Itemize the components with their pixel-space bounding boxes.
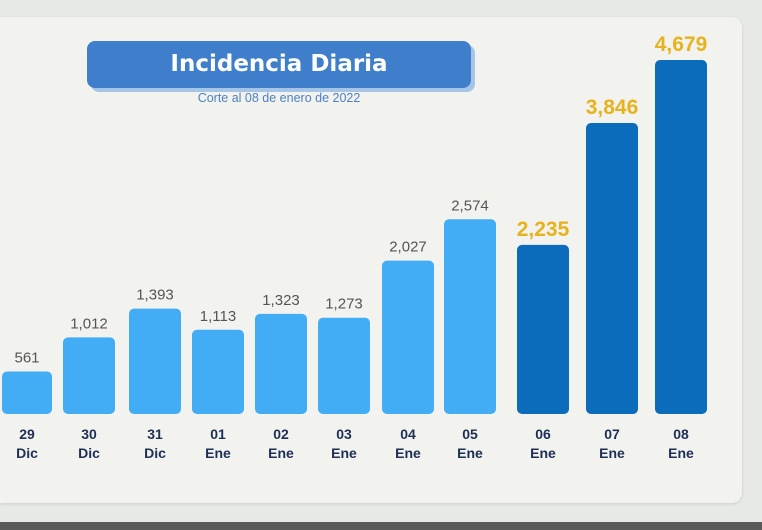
bar-04-ene xyxy=(382,260,434,414)
tick-label-day: 02 xyxy=(273,426,289,442)
bar-30-dic xyxy=(63,337,115,414)
value-label: 4,679 xyxy=(655,33,708,56)
value-label: 2,235 xyxy=(517,218,570,241)
tick-label-day: 08 xyxy=(673,426,689,442)
bar-06-ene xyxy=(517,244,569,414)
chart-title: Incidencia Diaria xyxy=(170,51,388,77)
tick-label-day: 03 xyxy=(336,426,352,442)
bar-08-ene xyxy=(655,60,707,414)
bar-31-dic xyxy=(129,308,181,414)
tick-label-day: 04 xyxy=(400,426,416,442)
bar-02-ene xyxy=(255,313,307,414)
tick-label-day: 29 xyxy=(19,426,35,442)
tick-label-month: Dic xyxy=(16,445,38,461)
value-label: 1,273 xyxy=(325,296,363,313)
value-label: 1,012 xyxy=(70,315,108,332)
tick-label-month: Ene xyxy=(395,445,421,461)
tick-label-day: 06 xyxy=(535,426,551,442)
tick-label-day: 30 xyxy=(81,426,97,442)
tick-label-month: Ene xyxy=(599,445,625,461)
value-label: 1,323 xyxy=(262,292,300,309)
tick-label-month: Dic xyxy=(78,445,100,461)
value-label: 3,846 xyxy=(586,96,639,119)
bar-01-ene xyxy=(192,329,244,414)
bar-07-ene xyxy=(586,123,638,415)
value-label: 2,574 xyxy=(451,197,489,214)
bottom-strip xyxy=(0,522,762,530)
tick-label-month: Ene xyxy=(530,445,556,461)
tick-label-month: Ene xyxy=(205,445,231,461)
title-banner xyxy=(87,41,471,88)
value-label: 561 xyxy=(14,350,39,367)
tick-label-day: 01 xyxy=(210,426,226,442)
tick-label-day: 31 xyxy=(147,426,163,442)
chart-subtitle: Corte al 08 de enero de 2022 xyxy=(197,91,361,105)
tick-label-month: Ene xyxy=(457,445,483,461)
bar-03-ene xyxy=(318,317,370,414)
tick-label-month: Dic xyxy=(144,445,166,461)
bar-05-ene xyxy=(444,219,496,414)
tick-label-day: 05 xyxy=(462,426,478,442)
tick-label-day: 07 xyxy=(604,426,620,442)
value-label: 2,027 xyxy=(389,239,427,256)
tick-label-month: Ene xyxy=(668,445,694,461)
tick-label-month: Ene xyxy=(331,445,357,461)
value-label: 1,113 xyxy=(200,308,236,325)
value-label: 1,393 xyxy=(136,287,174,304)
bar-29-dic xyxy=(2,371,52,414)
tick-label-month: Ene xyxy=(268,445,294,461)
